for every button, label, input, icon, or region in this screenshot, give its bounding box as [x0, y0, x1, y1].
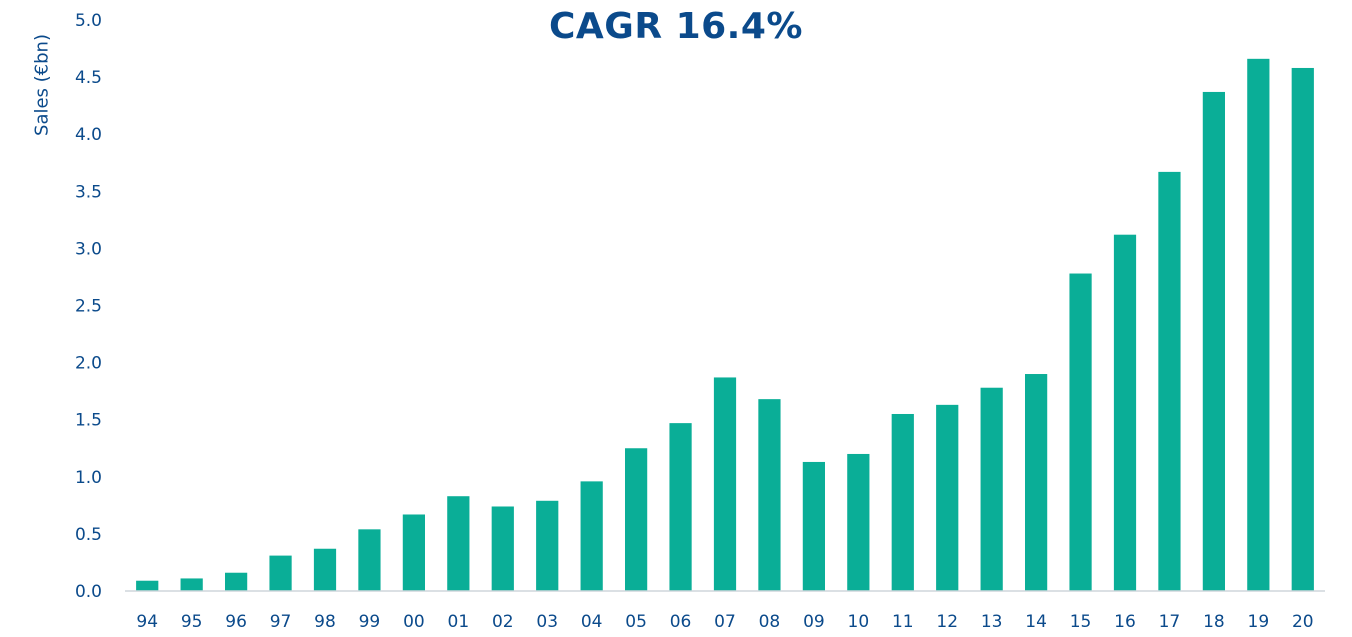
x-tick-label: 07 — [714, 612, 736, 632]
x-tick-label: 06 — [670, 612, 692, 632]
bar — [313, 548, 337, 591]
bar — [1113, 234, 1137, 592]
y-tick-label: 1.5 — [75, 411, 102, 431]
y-axis-ticks: 0.0 0.5 1.0 1.5 2.0 2.5 3.0 3.5 4.0 4.5 5.0 — [75, 11, 102, 602]
bar — [891, 413, 914, 591]
bar — [758, 399, 781, 591]
bar — [1158, 171, 1181, 592]
x-tick-label: 20 — [1292, 612, 1314, 632]
x-tick-label: 01 — [448, 612, 470, 632]
x-tick-label: 18 — [1203, 612, 1225, 632]
x-tick-label: 13 — [981, 612, 1003, 632]
x-tick-label: 99 — [359, 612, 381, 632]
y-tick-label: 0.0 — [75, 582, 102, 602]
x-tick-label: 02 — [492, 612, 514, 632]
x-tick-label: 97 — [270, 612, 292, 632]
bar — [713, 377, 737, 591]
x-tick-label: 03 — [536, 612, 558, 632]
y-tick-label: 4.5 — [75, 68, 102, 88]
x-tick-label: 14 — [1025, 612, 1047, 632]
x-tick-label: 98 — [314, 612, 336, 632]
x-tick-label: 00 — [403, 612, 425, 632]
x-tick-label: 15 — [1070, 612, 1092, 632]
x-tick-label: 08 — [759, 612, 781, 632]
x-tick-label: 05 — [625, 612, 647, 632]
bar — [936, 404, 959, 591]
y-tick-label: 2.5 — [75, 297, 102, 317]
bar — [802, 461, 825, 591]
bar — [980, 387, 1003, 591]
bar — [180, 578, 203, 591]
chart-title: CAGR 16.4% — [549, 6, 803, 47]
x-tick-label: 04 — [581, 612, 603, 632]
x-tick-label: 16 — [1114, 612, 1136, 632]
y-tick-label: 1.0 — [75, 468, 102, 488]
bar — [136, 580, 159, 591]
y-tick-label: 2.0 — [75, 354, 102, 374]
x-tick-label: 10 — [848, 612, 870, 632]
bar — [225, 572, 248, 591]
bar — [491, 506, 514, 591]
x-tick-label: 17 — [1159, 612, 1181, 632]
bar — [625, 448, 648, 591]
y-tick-label: 3.0 — [75, 239, 102, 259]
bar — [580, 481, 603, 591]
bar — [358, 529, 381, 591]
x-tick-label: 09 — [803, 612, 825, 632]
x-tick-label: 94 — [136, 612, 158, 632]
bar — [447, 496, 470, 591]
y-tick-label: 5.0 — [75, 11, 102, 31]
x-tick-label: 11 — [892, 612, 914, 632]
x-tick-label: 96 — [225, 612, 247, 632]
y-tick-label: 0.5 — [75, 525, 102, 545]
bar — [847, 453, 870, 591]
bar — [1291, 67, 1314, 592]
y-tick-label: 3.5 — [75, 182, 102, 202]
x-axis-ticks: 94 95 96 97 98 99 00 01 02 03 04 05 06 07 08 09 10 11 12 13… — [136, 612, 1313, 632]
bars — [136, 58, 1314, 592]
bar — [536, 500, 559, 591]
bar — [1202, 91, 1225, 592]
bar — [402, 514, 425, 591]
x-tick-label: 19 — [1248, 612, 1270, 632]
x-tick-label: 95 — [181, 612, 203, 632]
bar — [1069, 273, 1092, 591]
bar — [1025, 374, 1048, 591]
x-tick-label: 12 — [936, 612, 958, 632]
bar — [269, 555, 292, 591]
bar — [1247, 58, 1270, 591]
bar — [669, 423, 692, 591]
y-tick-label: 4.0 — [75, 125, 102, 145]
